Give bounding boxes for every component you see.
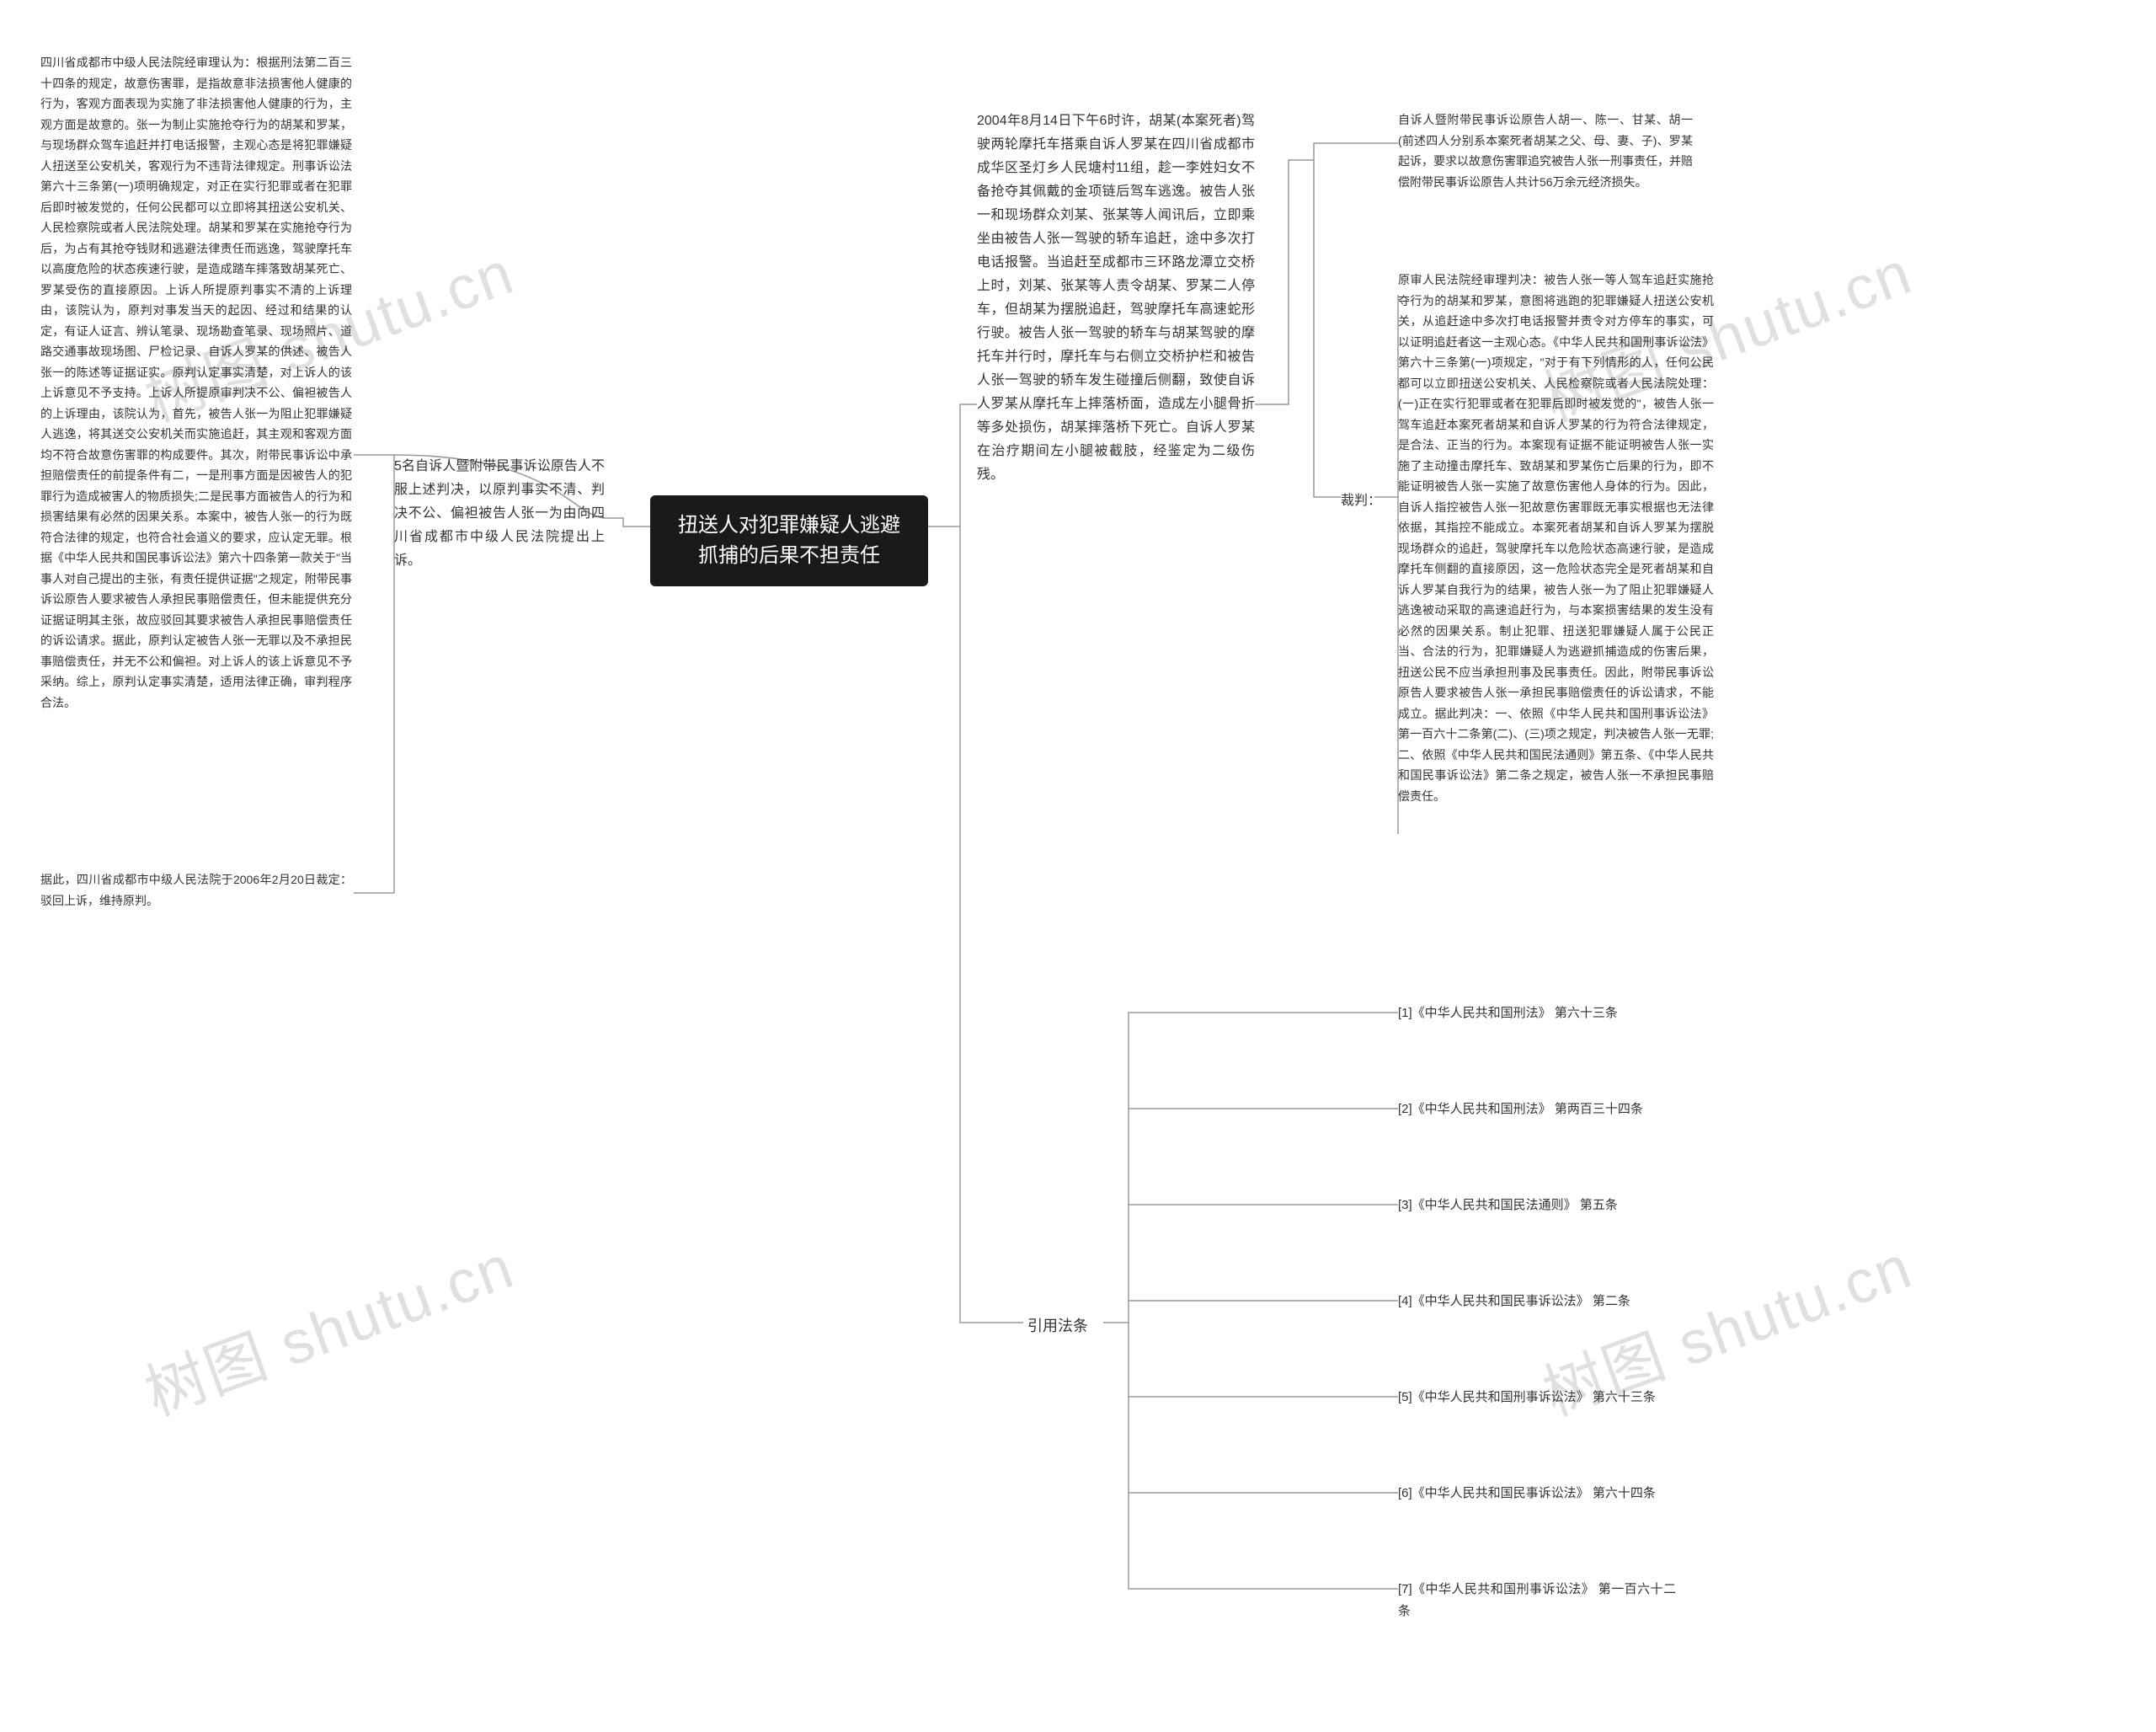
center-line1: 扭送人对犯罪嫌疑人逃避 bbox=[674, 511, 905, 541]
citation-item: [4]《中华人民共和国民事诉讼法》 第二条 bbox=[1398, 1291, 1676, 1312]
citation-item: [6]《中华人民共和国民事诉讼法》 第六十四条 bbox=[1398, 1483, 1676, 1505]
connector-path bbox=[928, 404, 1023, 1323]
citation-item: [1]《中华人民共和国刑法》 第六十三条 bbox=[1398, 1002, 1676, 1024]
center-line2: 抓捕的后果不担责任 bbox=[674, 541, 905, 571]
connector-path bbox=[1255, 143, 1398, 497]
connector-path bbox=[1103, 1013, 1398, 1589]
citation-item: [3]《中华人民共和国民法通则》 第五条 bbox=[1398, 1195, 1676, 1216]
citations-label: 引用法条 bbox=[1027, 1314, 1088, 1336]
citation-item: [7]《中华人民共和国刑事诉讼法》 第一百六十二条 bbox=[1398, 1579, 1676, 1623]
watermark: 树图 shutu.cn bbox=[131, 1217, 524, 1432]
appeal-filing: 5名自诉人暨附带民事诉讼原告人不服上述判决，以原判事实不清、判决不公、偏袒被告人… bbox=[394, 455, 605, 573]
citation-item: [5]《中华人民共和国刑事诉讼法》 第六十三条 bbox=[1398, 1387, 1676, 1409]
judgement-label: 裁判： bbox=[1341, 489, 1381, 509]
case-facts: 2004年8月14日下午6时许，胡某(本案死者)驾驶两轮摩托车搭乘自诉人罗某在四… bbox=[977, 110, 1255, 487]
appeal-court-reasoning: 四川省成都市中级人民法院经审理认为：根据刑法第二百三十四条的规定，故意伤害罪，是… bbox=[40, 52, 352, 713]
appeal-court-ruling: 据此，四川省成都市中级人民法院于2006年2月20日裁定：驳回上诉，维持原判。 bbox=[40, 869, 352, 911]
center-topic: 扭送人对犯罪嫌疑人逃避 抓捕的后果不担责任 bbox=[650, 495, 928, 586]
plaintiffs-claim: 自诉人暨附带民事诉讼原告人胡一、陈一、甘某、胡一(前述四人分别系本案死者胡某之父… bbox=[1398, 110, 1693, 192]
connector-path bbox=[606, 518, 650, 527]
first-instance-judgement: 原审人民法院经审理判决：被告人张一等人驾车追赶实施抢夺行为的胡某和罗某，意图将逃… bbox=[1398, 270, 1714, 806]
citation-item: [2]《中华人民共和国刑法》 第两百三十四条 bbox=[1398, 1099, 1676, 1120]
connector-path bbox=[1374, 295, 1398, 834]
